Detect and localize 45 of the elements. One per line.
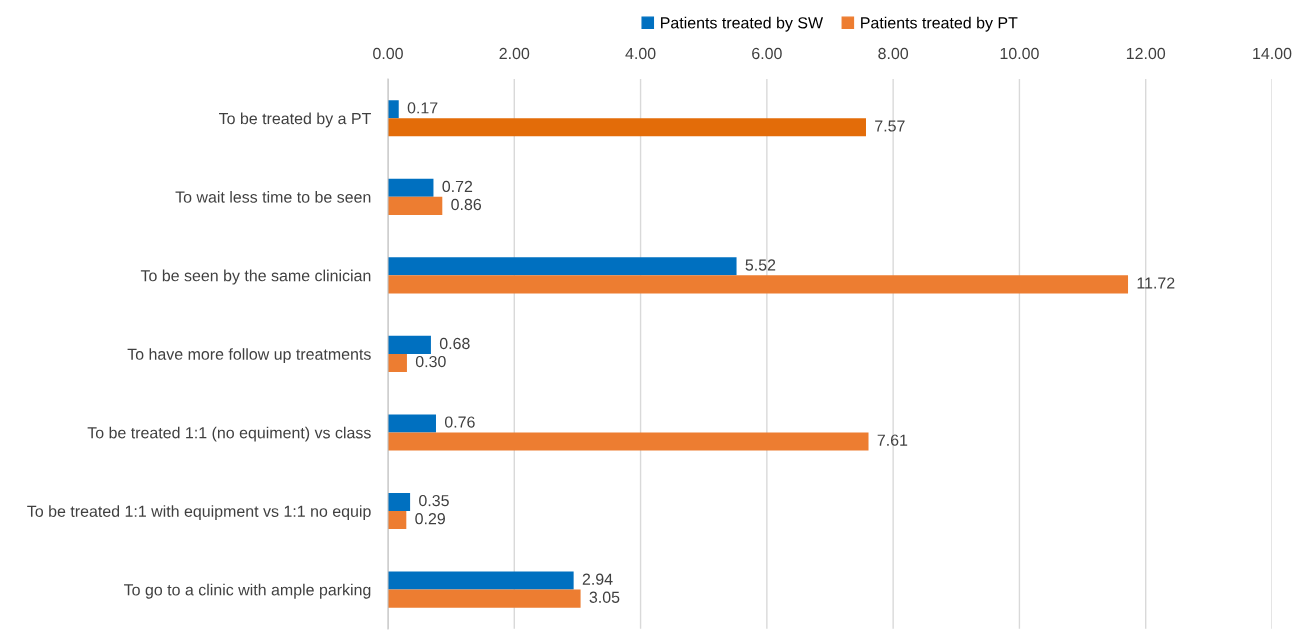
- legend-label: Patients treated by SW: [661, 16, 824, 32]
- y-tick-label: To go to a clinic with ample parking: [124, 583, 371, 599]
- y-tick-label: To be treated by a PT: [219, 112, 371, 128]
- data-label: 0.29: [415, 513, 445, 525]
- bar: [388, 353, 407, 372]
- data-label: 11.72: [1137, 277, 1175, 289]
- data-label: 7.61: [877, 434, 908, 446]
- x-tick-label: 2.00: [499, 47, 530, 60]
- x-tick-label: 14.00: [1253, 47, 1292, 60]
- x-tick-label: 12.00: [1126, 47, 1166, 60]
- x-tick-label: 8.00: [878, 47, 909, 60]
- y-tick-label: To wait less time to be seen: [175, 191, 371, 203]
- data-label: 2.94: [582, 573, 613, 585]
- x-tick-label: 6.00: [752, 47, 782, 60]
- data-label: 7.57: [875, 120, 905, 132]
- data-label: 0.35: [419, 494, 449, 507]
- bar: [388, 492, 411, 512]
- bar: [388, 414, 436, 433]
- bar: [388, 432, 869, 451]
- y-tick-label: To have more follow up treatments: [127, 348, 371, 364]
- data-label: 3.05: [589, 591, 620, 603]
- bar: [388, 275, 1129, 294]
- y-tick-label: To be treated 1:1 with equipment vs 1:1 no equip: [27, 505, 371, 521]
- bar: [388, 178, 434, 197]
- data-label: 0.76: [444, 416, 475, 428]
- y-tick-label: To be treated 1:1 (no equiment) vs class: [87, 426, 371, 442]
- y-tick-label: To be seen by the same clinician: [140, 269, 371, 285]
- bar: [388, 511, 407, 530]
- data-label: 0.68: [439, 337, 470, 350]
- bar: [388, 196, 443, 215]
- data-label: 0.72: [442, 180, 473, 193]
- data-label: 5.52: [745, 259, 776, 271]
- data-label: 0.30: [415, 355, 446, 368]
- bar: [388, 257, 737, 276]
- bar: [388, 589, 581, 608]
- bar: [388, 100, 399, 119]
- bar: [388, 118, 866, 137]
- x-tick-label: 4.00: [625, 47, 656, 60]
- bar: [388, 571, 574, 590]
- x-tick-label: 0.00: [373, 47, 403, 60]
- legend-label: Patients treated by PT: [861, 16, 1018, 32]
- bar: [388, 335, 431, 354]
- data-label: 0.17: [407, 102, 438, 114]
- x-tick-label: 10.00: [1000, 47, 1039, 60]
- data-label: 0.86: [451, 198, 482, 211]
